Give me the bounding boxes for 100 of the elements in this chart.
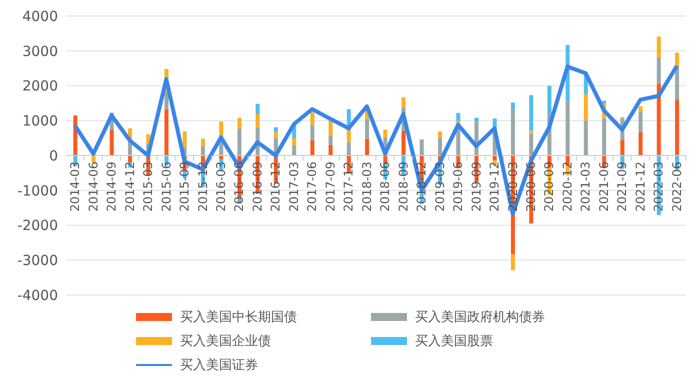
x-tick-label: 2016-09 bbox=[250, 162, 264, 212]
bar bbox=[675, 52, 680, 67]
bar bbox=[164, 92, 168, 110]
bar bbox=[383, 130, 388, 138]
x-tick-label: 2014-03 bbox=[68, 162, 82, 212]
bar bbox=[365, 138, 370, 156]
bar bbox=[638, 112, 643, 132]
bar bbox=[310, 124, 314, 141]
x-tick-label: 2014-12 bbox=[122, 162, 137, 212]
bar bbox=[274, 132, 278, 138]
bar bbox=[365, 118, 370, 139]
bar bbox=[602, 100, 606, 104]
legend-label: 买入美国政府机构债券 bbox=[415, 309, 545, 326]
bar bbox=[402, 130, 406, 156]
bar bbox=[310, 140, 314, 156]
x-tick-label: 2017-06 bbox=[305, 162, 320, 212]
bar bbox=[675, 100, 680, 156]
bar bbox=[492, 156, 497, 160]
y-tick-label: -4000 bbox=[17, 288, 58, 304]
bar bbox=[584, 94, 588, 121]
x-tick-label: 2022-06 bbox=[670, 162, 684, 212]
y-tick-label: 2000 bbox=[22, 78, 58, 95]
bar bbox=[402, 97, 406, 108]
x-tick-label: 2021-09 bbox=[615, 162, 630, 212]
bar bbox=[456, 112, 460, 122]
x-tick-label: 2019-12 bbox=[488, 162, 502, 212]
x-tick-label: 2016-12 bbox=[268, 162, 283, 212]
x-tick-label: 2019-09 bbox=[469, 162, 484, 212]
x-tick-label: 2016-06 bbox=[232, 162, 246, 212]
x-tick-label: 2019-06 bbox=[451, 162, 466, 212]
x-tick-label: 2017-09 bbox=[323, 162, 338, 212]
bar bbox=[510, 254, 515, 270]
bar bbox=[310, 112, 314, 125]
x-tick-label: 2014-09 bbox=[104, 162, 119, 212]
y-tick-label: 1000 bbox=[22, 114, 58, 130]
x-tick-label: 2020-09 bbox=[542, 162, 556, 212]
legend-label: 买入美国股票 bbox=[415, 333, 493, 350]
x-tick-label: 2015-06 bbox=[159, 162, 174, 212]
legend-label: 买入美国证券 bbox=[180, 357, 258, 374]
bar bbox=[328, 136, 333, 146]
bar bbox=[529, 134, 534, 156]
y-tick-label: -3000 bbox=[17, 253, 58, 270]
bar bbox=[492, 118, 497, 128]
x-tick-label: 2020-03 bbox=[506, 162, 520, 212]
bar bbox=[510, 109, 515, 156]
x-tick-label: 2022-03 bbox=[652, 162, 666, 212]
x-tick-label: 2015-12 bbox=[196, 162, 210, 212]
bar bbox=[328, 120, 333, 136]
bar bbox=[219, 156, 224, 160]
bar bbox=[182, 131, 187, 148]
x-tick-label: 2014-06 bbox=[86, 162, 100, 212]
bar bbox=[128, 156, 132, 162]
x-tick-label: 2021-12 bbox=[633, 162, 648, 212]
bar bbox=[237, 118, 242, 128]
bar bbox=[547, 86, 552, 114]
bar bbox=[566, 102, 570, 156]
bar bbox=[584, 120, 588, 156]
x-tick-label: 2015-09 bbox=[178, 162, 192, 212]
bar bbox=[420, 139, 424, 156]
bar bbox=[620, 140, 624, 156]
bar bbox=[656, 36, 661, 58]
bar bbox=[602, 118, 606, 156]
x-tick-label: 2017-03 bbox=[286, 162, 301, 212]
bar bbox=[200, 138, 205, 146]
bar bbox=[529, 130, 534, 134]
x-tick-label: 2021-06 bbox=[596, 162, 611, 212]
bar bbox=[164, 109, 168, 156]
bar bbox=[510, 102, 515, 110]
legend-label: 买入美国企业债 bbox=[180, 333, 271, 350]
bar bbox=[328, 145, 333, 156]
bar bbox=[438, 138, 442, 156]
bar bbox=[256, 114, 260, 128]
bar bbox=[274, 127, 278, 132]
x-tick-label: 2019-03 bbox=[432, 162, 447, 212]
y-tick-label: 0 bbox=[49, 148, 58, 164]
x-tick-label: 2020-06 bbox=[524, 162, 538, 212]
bar bbox=[638, 106, 643, 112]
bar bbox=[237, 128, 242, 156]
y-tick-label: 4000 bbox=[22, 8, 58, 25]
x-tick-label: 2016-03 bbox=[214, 162, 228, 212]
bar bbox=[638, 132, 643, 156]
bar bbox=[292, 138, 296, 146]
bar bbox=[346, 130, 351, 142]
x-tick-label: 2021-03 bbox=[578, 162, 593, 212]
bar bbox=[656, 84, 661, 156]
bar bbox=[675, 66, 680, 100]
x-tick-label: 2015-03 bbox=[141, 162, 156, 212]
bar bbox=[146, 134, 150, 144]
bar bbox=[346, 142, 351, 156]
bar bbox=[110, 130, 114, 156]
x-tick-label: 2018-09 bbox=[396, 162, 410, 212]
x-tick-label: 2017-12 bbox=[342, 162, 356, 212]
bar bbox=[656, 58, 661, 84]
bar bbox=[292, 145, 296, 156]
x-tick-label: 2018-06 bbox=[378, 162, 392, 212]
x-tick-label: 2020-12 bbox=[560, 162, 574, 212]
bar bbox=[256, 104, 260, 114]
x-tick-label: 2018-03 bbox=[360, 162, 374, 212]
y-tick-label: -1000 bbox=[17, 183, 58, 200]
legend-label: 买入美国中长期国债 bbox=[180, 309, 297, 326]
